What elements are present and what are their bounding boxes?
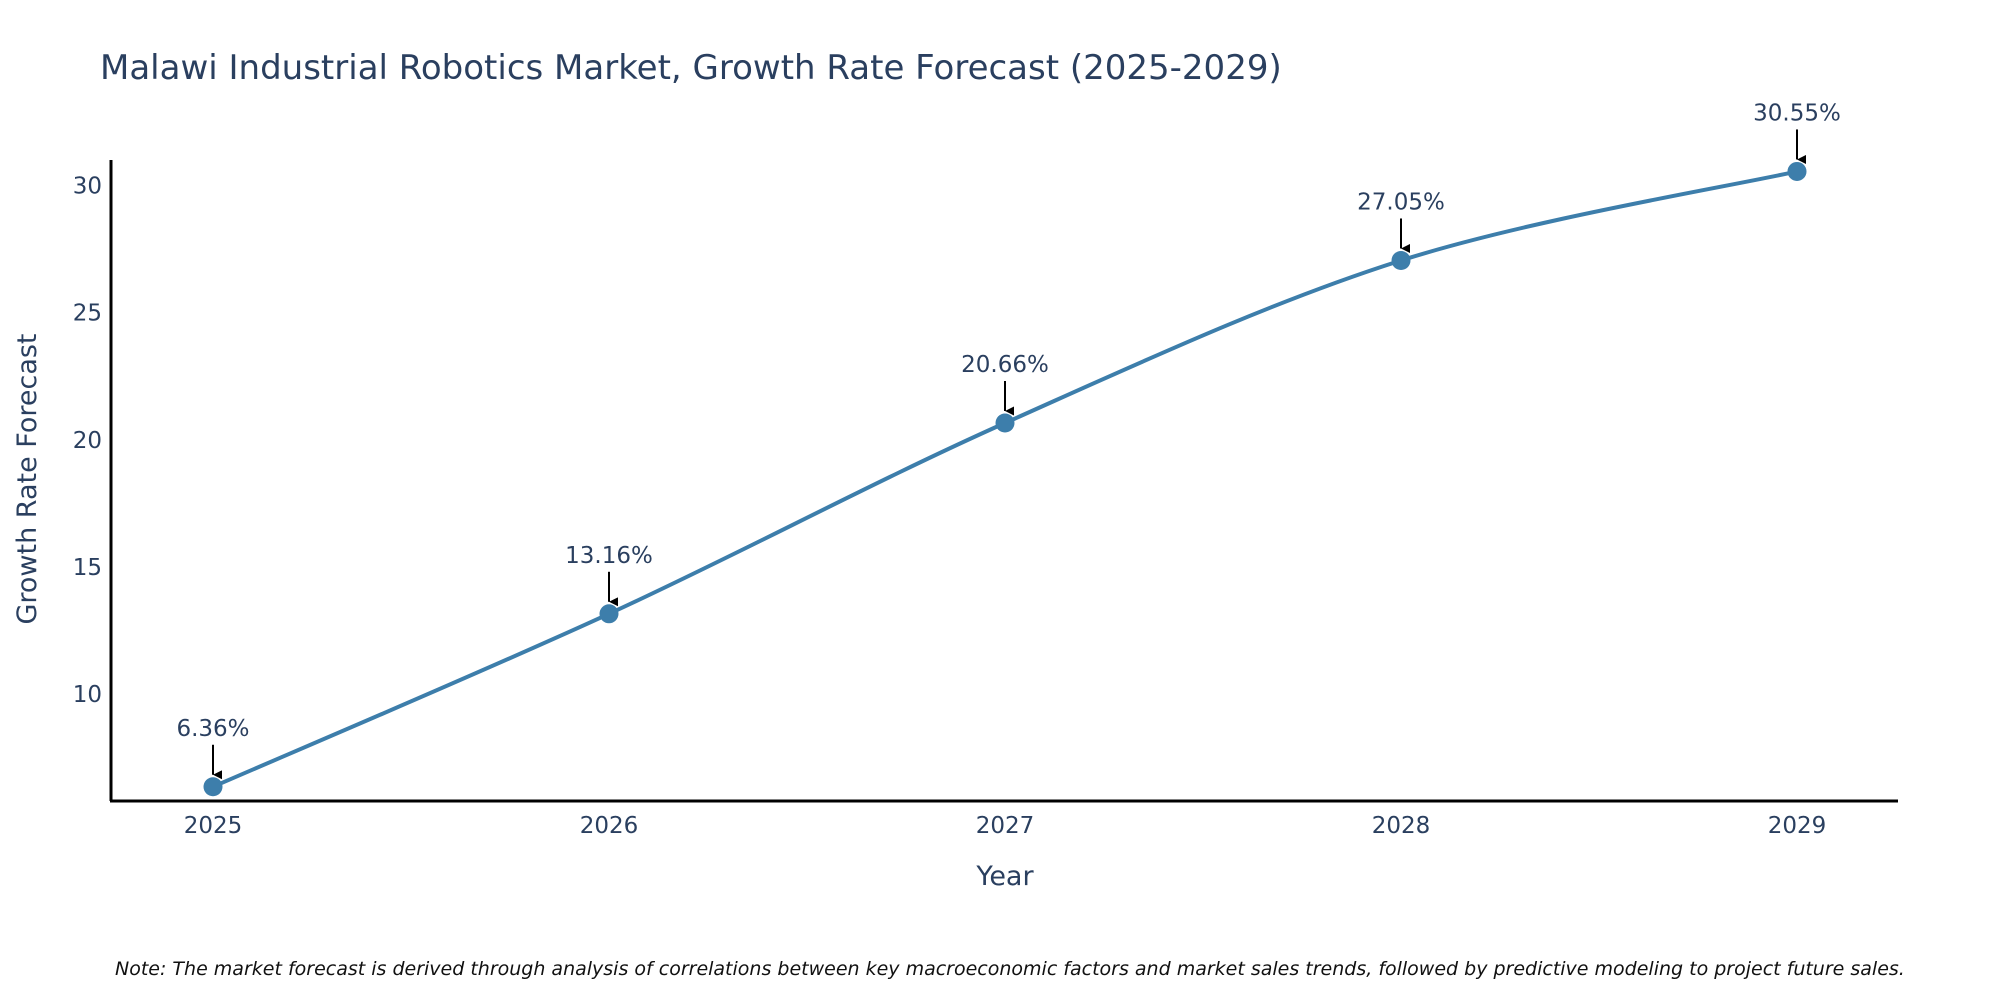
footnote: Note: The market forecast is derived thr…: [115, 958, 1905, 980]
x-axis-title: Year: [975, 861, 1034, 892]
x-tick-label: 2027: [976, 813, 1035, 839]
data-points: [203, 161, 1807, 797]
data-point: [203, 777, 223, 797]
data-annotations: 6.36% 13.16% 20.66% 27.05% 30.55%: [176, 100, 1841, 780]
growth-rate-line: [212, 169, 1798, 789]
y-tick-labels: 10 15 20 25 30: [73, 173, 102, 708]
y-tick-label: 25: [73, 301, 102, 327]
data-point: [599, 604, 619, 624]
y-tick-label: 10: [73, 682, 102, 708]
x-tick-label: 2028: [1372, 813, 1431, 839]
y-tick-label: 15: [73, 555, 102, 581]
x-tick-label: 2029: [1768, 813, 1827, 839]
chart-title: Malawi Industrial Robotics Market, Growt…: [100, 48, 1282, 88]
y-axis-title: Growth Rate Forecast: [12, 333, 43, 624]
x-tick-label: 2025: [184, 813, 243, 839]
data-point: [1787, 161, 1807, 181]
data-label: 27.05%: [1357, 189, 1445, 215]
x-tick-labels: 2025 2026 2027 2028 2029: [184, 813, 1827, 839]
y-tick-label: 30: [73, 173, 102, 199]
data-label: 30.55%: [1753, 100, 1841, 126]
data-label: 6.36%: [176, 716, 249, 742]
x-tick-label: 2026: [580, 813, 639, 839]
y-tick-label: 20: [73, 428, 102, 454]
data-point: [1391, 250, 1411, 270]
data-point: [995, 413, 1015, 433]
data-label: 13.16%: [565, 543, 653, 569]
data-label: 20.66%: [961, 352, 1049, 378]
